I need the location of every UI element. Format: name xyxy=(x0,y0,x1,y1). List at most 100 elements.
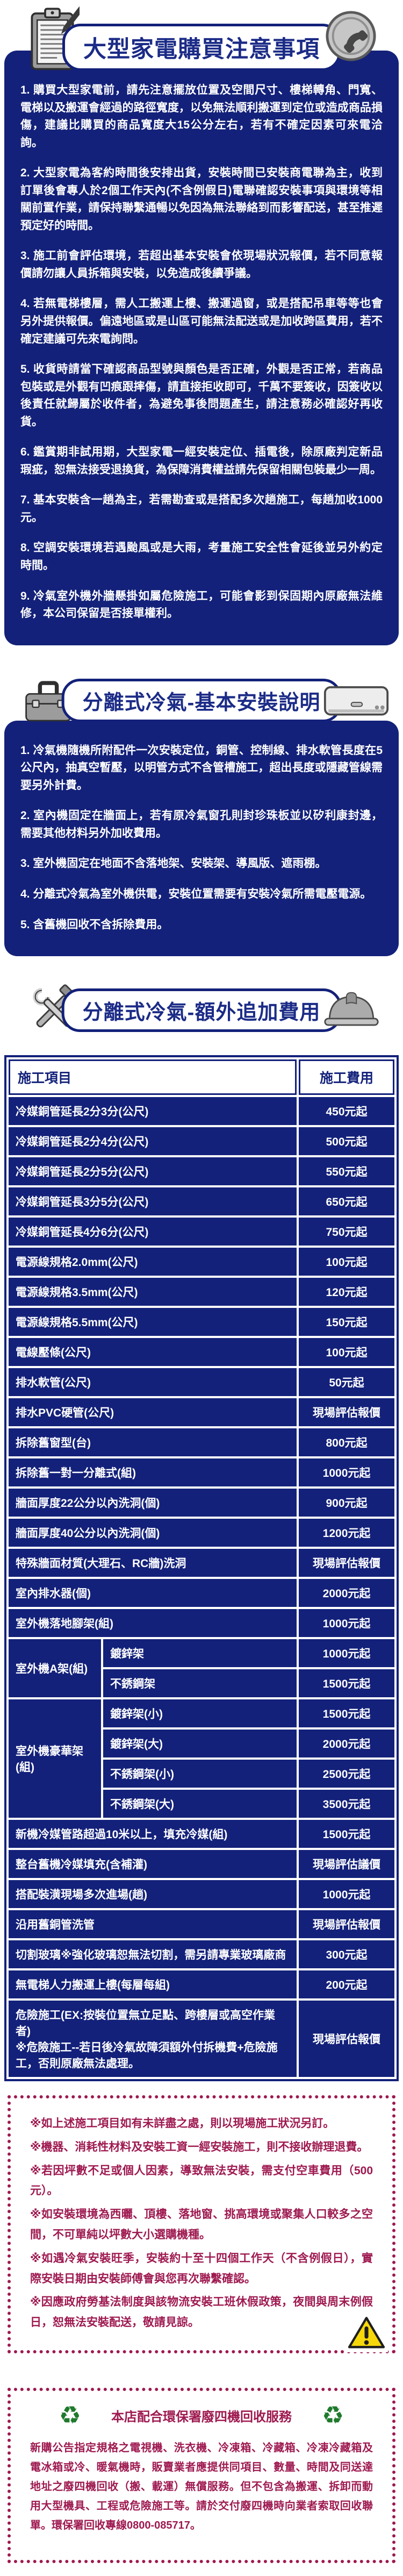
fee-item-cell: 室外機落地腳架(組) xyxy=(9,1609,297,1638)
fee-group-cell: 室外機豪華架(組) xyxy=(9,1699,101,1818)
fee-price-cell: 120元起 xyxy=(299,1278,395,1306)
basic-install-panel: 1. 冷氣機隨機所附配件一次安裝定位，銅管、控制線、排水軟管長度在5公尺內，抽真… xyxy=(4,720,399,957)
fee-table-row: 電源線規格3.5mm(公尺) 120元起 xyxy=(9,1278,395,1306)
fee-price-column-header: 施工費用 xyxy=(299,1059,395,1095)
fee-group-cell: 室外機A架(組) xyxy=(9,1639,101,1698)
fee-price-cell: 1000元起 xyxy=(299,1458,395,1487)
basic-install-title: 分離式冷氣-基本安裝說明 xyxy=(82,691,321,714)
fee-subitem-cell: 鍍鋅架 xyxy=(103,1639,297,1668)
basic-install-item: 2. 室內機固定在牆面上，若有原冷氣窗孔則封珍珠板並以矽利康封邊，需要其他材料另… xyxy=(20,809,383,839)
fee-table-row: 室外機落地腳架(組) 1000元起 xyxy=(9,1609,395,1638)
installation-note: ※如上述施工項目如有未詳盡之處，則以現場施工狀況另訂。 xyxy=(30,2117,335,2130)
fee-table-row: 電源線規格2.0mm(公尺) 100元起 xyxy=(9,1248,395,1276)
fee-table-row: 電源線規格5.5mm(公尺) 150元起 xyxy=(9,1308,395,1336)
fee-table-row: 整台舊機冷媒填充(含補灌) 現場評估議價 xyxy=(9,1850,395,1878)
purchase-notice-item: 9. 冷氣室外機外牆懸掛如屬危險施工，可能會影到保固期內原廠無法維修，本公司保留… xyxy=(20,589,383,620)
section-extra-fees: 分離式冷氣-額外追加費用 施工項目 施工費用 冷媒銅管延長 xyxy=(0,981,403,2082)
fee-price-cell: 現場評估報價 xyxy=(299,1549,395,1577)
fee-price-cell: 900元起 xyxy=(299,1489,395,1517)
fee-price-cell: 1500元起 xyxy=(299,1699,395,1728)
fee-subitem-cell: 鍍鋅架(小) xyxy=(103,1699,297,1728)
fee-item-column-header: 施工項目 xyxy=(9,1059,297,1095)
fee-item-cell: 冷媒銅管延長2分5分(公尺) xyxy=(9,1157,297,1186)
basic-install-item: 3. 室外機固定在地面不含落地架、安裝架、導風版、遮雨棚。 xyxy=(20,857,327,870)
fee-subitem-cell: 鍍鋅架(大) xyxy=(103,1730,297,1758)
fee-price-cell: 1500元起 xyxy=(299,1669,395,1698)
fee-table-row: 不銹鋼架 1500元起 xyxy=(9,1669,395,1698)
installation-notes-box: ※如上述施工項目如有未詳盡之處，則以現場施工狀況另訂。 ※機器、消耗性材料及安裝… xyxy=(8,2095,395,2354)
fee-price-cell: 1000元起 xyxy=(299,1609,395,1638)
fee-table: 施工項目 施工費用 冷媒銅管延長2分3分(公尺) 450元起 冷媒銅管延長2分4分(… xyxy=(4,1055,399,2082)
fee-table-row: 電線壓條(公尺) 100元起 xyxy=(9,1338,395,1367)
fee-table-row: 危險施工(EX:按裝位置無立足點、跨樓層或高空作業者) ※危險施工--若日後冷氣… xyxy=(9,2001,395,2077)
fee-price-cell: 100元起 xyxy=(299,1338,395,1367)
warning-triangle-icon xyxy=(345,2314,388,2353)
fee-item-cell: 冷媒銅管延長2分3分(公尺) xyxy=(9,1097,297,1126)
fee-price-cell: 現場評估報價 xyxy=(299,1910,395,1939)
fee-price-cell: 150元起 xyxy=(299,1308,395,1336)
fee-subitem-cell: 不銹鋼架(大) xyxy=(103,1790,297,1818)
purchase-notice-item: 4. 若無電梯樓層，需人工搬運上樓、搬運過窗，或是搭配吊車等等也會另外提供報價。… xyxy=(20,297,383,345)
purchase-notice-item: 5. 收貨時請當下確認商品型號與顏色是否正確，外觀是否正常，若商品包裝或是外觀有… xyxy=(20,363,383,428)
fee-item-cell: 冷媒銅管延長4分6分(公尺) xyxy=(9,1218,297,1246)
purchase-notice-title: 大型家電購買注意事項 xyxy=(83,37,320,62)
fee-item-cell: 新機冷媒管路超過10米以上，填充冷媒(組) xyxy=(9,1820,297,1848)
fee-table-row: 沿用舊銅管洗管 現場評估報價 xyxy=(9,1910,395,1939)
fee-table-row: 冷媒銅管延長2分5分(公尺) 550元起 xyxy=(9,1157,395,1186)
fee-table-row: 牆面厚度40公分以內洗洞(個) 1200元起 xyxy=(9,1519,395,1547)
fee-table-row: 冷媒銅管延長3分5分(公尺) 650元起 xyxy=(9,1187,395,1216)
fee-price-cell: 3500元起 xyxy=(299,1790,395,1818)
fee-subitem-cell: 不銹鋼架(小) xyxy=(103,1760,297,1788)
fee-table-row: 拆除舊窗型(台) 800元起 xyxy=(9,1428,395,1457)
air-conditioner-icon xyxy=(323,685,389,721)
fee-item-cell: 拆除舊窗型(台) xyxy=(9,1428,297,1457)
fee-item-cell: 牆面厚度22公分以內洗洞(個) xyxy=(9,1489,297,1517)
fee-item-cell: 整台舊機冷媒填充(含補灌) xyxy=(9,1850,297,1878)
fee-table-row: 不銹鋼架(小) 2500元起 xyxy=(9,1760,395,1788)
basic-install-item: 1. 冷氣機隨機所附配件一次安裝定位，銅管、控制線、排水軟管長度在5公尺內，抽真… xyxy=(20,744,383,792)
extra-fees-header: 分離式冷氣-額外追加費用 xyxy=(0,981,403,1039)
fee-item-cell: 拆除舊一對一分離式(組) xyxy=(9,1458,297,1487)
fee-item-cell: 冷媒銅管延長3分5分(公尺) xyxy=(9,1187,297,1216)
fee-price-cell: 100元起 xyxy=(299,1248,395,1276)
fee-item-cell: 排水PVC硬管(公尺) xyxy=(9,1398,297,1427)
section-purchase-notice: 大型家電購買注意事項 1. 購買大型家電前，請先注意擺放位置及空間尺寸、樓梯轉角… xyxy=(0,0,403,645)
fee-table-row: 牆面厚度22公分以內洗洞(個) 900元起 xyxy=(9,1489,395,1517)
fee-table-row: 拆除舊一對一分離式(組) 1000元起 xyxy=(9,1458,395,1487)
purchase-notice-item: 8. 空調安裝環境若遇颱風或是大雨，考量施工安全性會延後並另外約定時間。 xyxy=(20,542,383,572)
purchase-notice-header: 大型家電購買注意事項 xyxy=(0,0,403,74)
fee-table-row: 冷媒銅管延長2分3分(公尺) 450元起 xyxy=(9,1097,395,1126)
fee-item-cell: 電源線規格5.5mm(公尺) xyxy=(9,1308,297,1336)
fee-price-cell: 現場評估報價 xyxy=(299,1398,395,1427)
fee-table-row: 室外機豪華架(組) 鍍鋅架(小) 1500元起 xyxy=(9,1699,395,1818)
purchase-notice-item: 2. 大型家電為客約時間後安排出貨，安裝時間已安裝商電聯為主，收到訂單後會專人於… xyxy=(20,167,383,232)
fee-price-cell: 200元起 xyxy=(299,1970,395,1999)
fee-item-cell: 沿用舊銅管洗管 xyxy=(9,1910,297,1939)
fee-table-row: 排水PVC硬管(公尺) 現場評估報價 xyxy=(9,1398,395,1427)
fee-table-wrap: 施工項目 施工費用 冷媒銅管延長2分3分(公尺) 450元起 冷媒銅管延長2分4分(… xyxy=(4,1055,399,2082)
fee-table-row: 冷媒銅管延長2分4分(公尺) 500元起 xyxy=(9,1127,395,1156)
fee-subitem-cell: 不銹鋼架 xyxy=(103,1669,297,1698)
basic-install-item: 5. 含舊機回收不含拆除費用。 xyxy=(20,918,169,931)
installation-note: ※機器、消耗性材料及安裝工資一經安裝施工，則不接收辦理退費。 xyxy=(30,2140,369,2153)
purchase-notice-item: 1. 購買大型家電前，請先注意擺放位置及空間尺寸、樓梯轉角、門寬、電梯以及搬運會… xyxy=(20,84,383,149)
recycle-icon: ♻ xyxy=(59,2401,81,2430)
fee-price-cell: 2500元起 xyxy=(299,1760,395,1788)
fee-price-cell: 1500元起 xyxy=(299,1820,395,1848)
fee-table-row: 搭配裝潢現場多次進場(趟) 1000元起 xyxy=(9,1880,395,1909)
fee-item-cell: 電源線規格3.5mm(公尺) xyxy=(9,1278,297,1306)
fee-price-cell: 500元起 xyxy=(299,1127,395,1156)
fee-table-header-row: 施工項目 施工費用 xyxy=(9,1059,395,1095)
fee-price-cell: 50元起 xyxy=(299,1368,395,1397)
fee-table-row: 排水軟管(公尺) 50元起 xyxy=(9,1368,395,1397)
fee-item-cell: 搭配裝潢現場多次進場(趟) xyxy=(9,1880,297,1909)
purchase-notice-panel: 1. 購買大型家電前，請先注意擺放位置及空間尺寸、樓梯轉角、門寬、電梯以及搬運會… xyxy=(4,51,399,645)
fee-table-row: 新機冷媒管路超過10米以上，填充冷媒(組) 1500元起 xyxy=(9,1820,395,1848)
basic-install-title-pill: 分離式冷氣-基本安裝說明 xyxy=(61,678,342,722)
fee-item-cell: 牆面厚度40公分以內洗洞(個) xyxy=(9,1519,297,1547)
fee-price-cell: 300元起 xyxy=(299,1940,395,1969)
fee-table-row: 不銹鋼架(大) 3500元起 xyxy=(9,1790,395,1818)
recycle-title-row: ♻ 本店配合環保署廢四機回收服務 ♻ xyxy=(30,2403,373,2428)
fee-price-cell: 1200元起 xyxy=(299,1519,395,1547)
fee-item-cell: 電線壓條(公尺) xyxy=(9,1338,297,1367)
